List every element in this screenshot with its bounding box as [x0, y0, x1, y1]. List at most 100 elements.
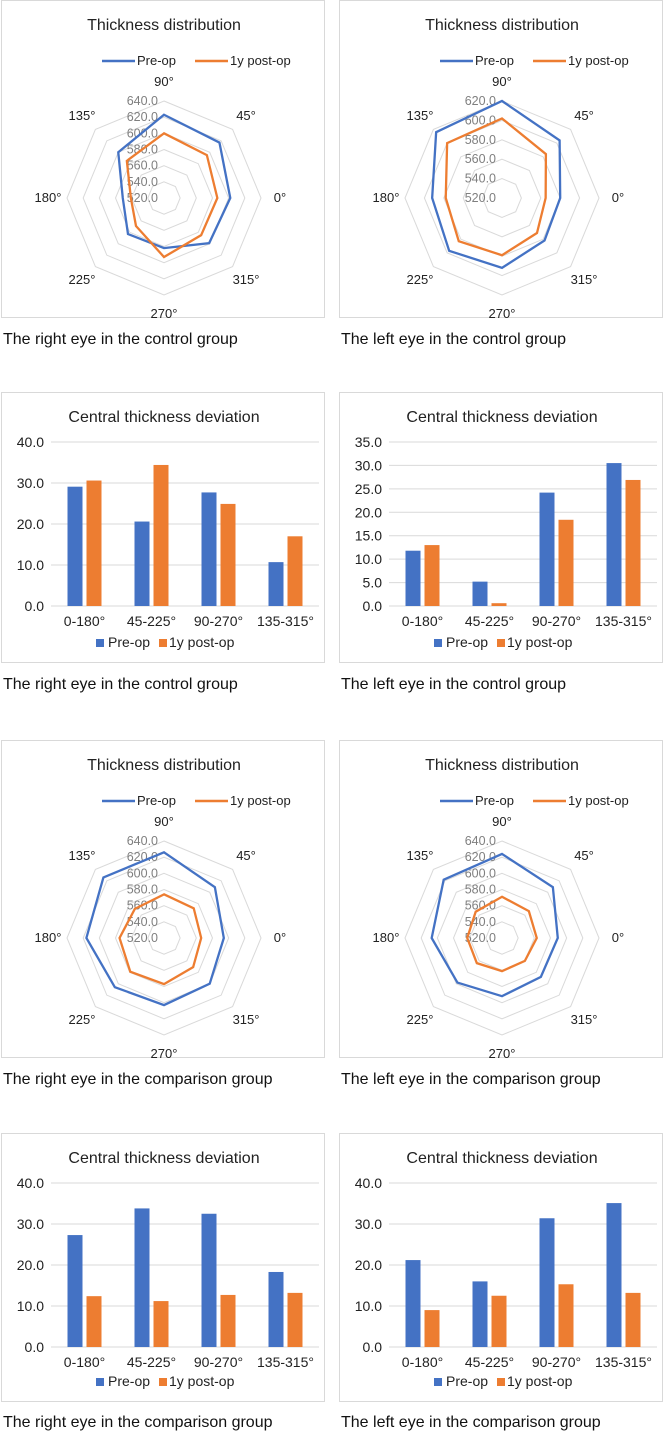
chart-title: Thickness distribution [87, 17, 241, 34]
radial-tick-label: 540.0 [127, 175, 158, 189]
chart-title: Thickness distribution [87, 757, 241, 774]
angle-label: 135° [69, 848, 96, 863]
grid-ring [98, 132, 230, 264]
legend: Pre-op 1y post-op [440, 793, 629, 808]
angle-label: 270° [151, 1046, 178, 1059]
legend-swatch-pre-op [96, 1378, 104, 1386]
x-tick-label: 45-225° [127, 613, 176, 629]
chart-svg: Central thickness deviation 0.0 5.0 10.0 15.… [355, 409, 657, 650]
y-tick-label: 30.0 [355, 457, 382, 473]
chart-svg: Central thickness deviation 0.0 10.0 20.0 30… [17, 409, 319, 650]
angle-label: 315° [233, 1012, 260, 1027]
series-line-post-op [444, 117, 548, 257]
chart-svg: Thickness distribution Pre-op 1y post-op 52… [373, 17, 629, 319]
grid-ring [462, 158, 542, 238]
bar-post-op [424, 545, 440, 606]
series-line-pre-op [117, 113, 232, 250]
legend-swatch-post-op [159, 639, 167, 647]
radial-tick-label: 620.0 [127, 850, 158, 864]
series-line-pre-op [430, 852, 559, 998]
chart-title: Central thickness deviation [406, 409, 597, 426]
legend-label-post-op: 1y post-op [169, 1373, 235, 1389]
legend-label-post-op: 1y post-op [507, 1373, 573, 1389]
radial-tick-label: 560.0 [465, 152, 496, 166]
grid-ring [66, 840, 262, 1036]
angle-label: 225° [407, 272, 434, 287]
bar-post-op [287, 536, 303, 606]
bar-pre-op [268, 1271, 284, 1347]
chart-title: Central thickness deviation [68, 409, 259, 426]
radial-tick-label: 640.0 [127, 834, 158, 848]
angle-label: 225° [69, 1012, 96, 1027]
angle-label: 315° [571, 1012, 598, 1027]
y-tick-label: 15.0 [355, 528, 382, 544]
legend-label-post-op: 1y post-op [568, 53, 629, 68]
figure-caption: The right eye in the comparison group [3, 1414, 273, 1431]
radial-tick-label: 540.0 [465, 915, 496, 929]
y-tick-label: 30.0 [17, 1216, 44, 1232]
grid-ring [404, 840, 600, 1036]
legend: Pre-op 1y post-op [96, 634, 235, 650]
x-tick-label: 45-225° [127, 1354, 176, 1370]
series-line-post-op [118, 893, 203, 986]
x-tick-label: 135-315° [257, 1354, 314, 1370]
y-tick-label: 35.0 [355, 434, 382, 450]
y-tick-label: 0.0 [25, 598, 45, 614]
grid-ring [82, 856, 246, 1020]
legend: Pre-op 1y post-op [102, 53, 291, 68]
angle-label: 180° [35, 930, 62, 945]
y-tick-label: 40.0 [355, 1175, 382, 1191]
bar-post-op [491, 1295, 507, 1347]
angle-label: 45° [574, 848, 594, 863]
chart-svg: Thickness distribution Pre-op 1y post-op 52… [35, 17, 291, 319]
bar-pre-op [606, 1203, 622, 1347]
radial-tick-label: 520.0 [127, 931, 158, 945]
x-tick-label: 135-315° [257, 613, 314, 629]
bar-post-op [153, 1301, 169, 1347]
bar-post-op [287, 1292, 303, 1347]
legend-swatch-post-op [159, 1378, 167, 1386]
y-tick-label: 20.0 [17, 1257, 44, 1273]
y-tick-label: 40.0 [17, 434, 44, 450]
x-tick-label: 45-225° [465, 613, 514, 629]
bar-post-op [424, 1310, 440, 1347]
grid-ring [131, 905, 197, 971]
bar-post-op [491, 603, 507, 606]
y-tick-label: 40.0 [17, 1175, 44, 1191]
radial-tick-label: 520.0 [465, 931, 496, 945]
x-tick-label: 0-180° [64, 1354, 105, 1370]
series-line-post-op [125, 131, 219, 259]
angle-label: 270° [151, 306, 178, 319]
legend-swatch-pre-op [434, 1378, 442, 1386]
grid-ring [82, 116, 246, 280]
bar-pre-op [201, 492, 217, 606]
grid-ring [66, 100, 262, 296]
grid-ring [443, 139, 561, 257]
x-tick-label: 135-315° [595, 613, 652, 629]
legend-swatch-post-op [497, 639, 505, 647]
legend: Pre-op 1y post-op [96, 1373, 235, 1389]
bar-pre-op [472, 581, 488, 606]
radar-chart-panel: Thickness distribution Pre-op 1y post-op 52… [1, 740, 325, 1059]
bar-pre-op [67, 486, 83, 606]
y-tick-label: 20.0 [355, 504, 382, 520]
radial-tick-label: 600.0 [465, 866, 496, 880]
chart-svg: Central thickness deviation 0.0 10.0 20.0 30… [355, 1150, 657, 1389]
series-line-pre-op [430, 99, 562, 270]
bar-pre-op [606, 463, 622, 606]
bar-pre-op [405, 1260, 421, 1347]
grid-ring [147, 921, 181, 955]
radial-tick-label: 580.0 [465, 883, 496, 897]
bar-post-op [558, 1284, 574, 1347]
y-tick-label: 5.0 [363, 575, 383, 591]
figure-caption: The right eye in the control group [3, 331, 238, 348]
series-line-post-op [466, 895, 538, 973]
radial-tick-label: 580.0 [465, 133, 496, 147]
bar-pre-op [201, 1213, 217, 1347]
radial-tick-label: 560.0 [127, 159, 158, 173]
grid-ring [147, 181, 181, 215]
y-tick-label: 20.0 [355, 1257, 382, 1273]
y-tick-label: 0.0 [363, 598, 383, 614]
x-tick-label: 90-270° [194, 1354, 243, 1370]
bar-pre-op [405, 550, 421, 606]
